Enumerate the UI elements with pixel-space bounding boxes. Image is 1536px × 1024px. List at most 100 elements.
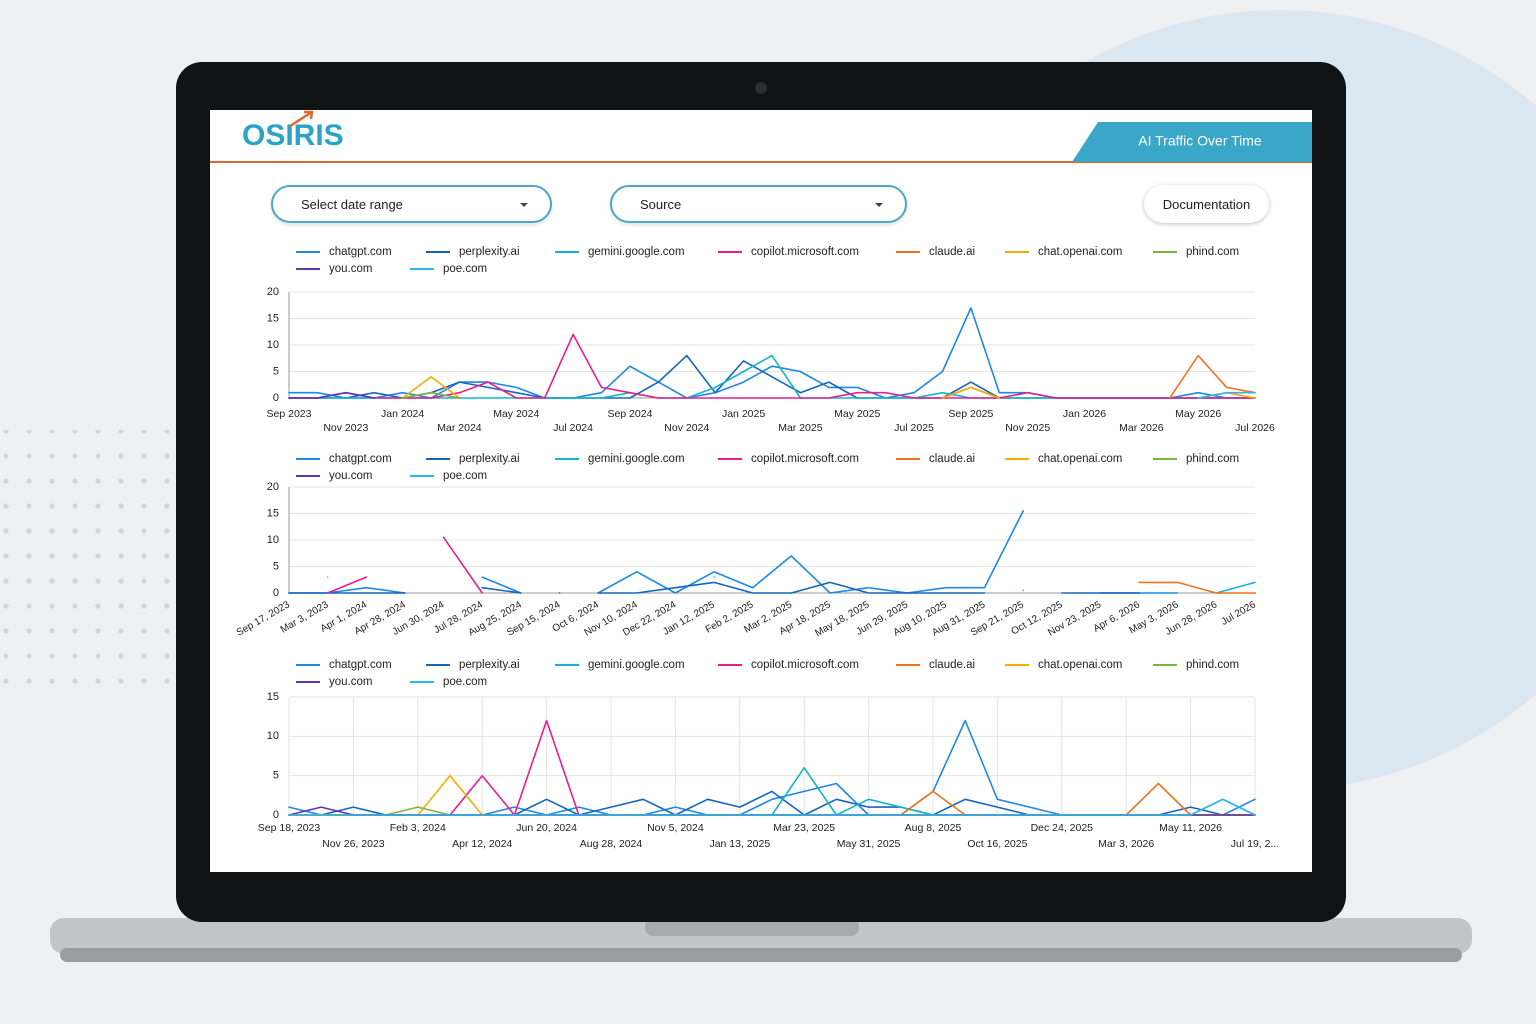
series-line [288,798,1256,816]
legend-label: perplexity.ai [459,659,520,671]
series-line [288,391,375,399]
legend-label: perplexity.ai [459,246,520,258]
y-tick-label: 0 [273,392,279,404]
series-line [1197,391,1256,399]
x-tick-label: Mar 23, 2025 [773,822,835,834]
legend-label: gemini.google.com [588,453,685,465]
x-tick-label: Jul 2026 [1235,422,1275,434]
x-tick-label: Jul 2025 [894,422,934,434]
page-title: AI Traffic Over Time [1138,133,1262,149]
x-tick-label: Mar 2024 [437,422,482,434]
series-line [288,333,1256,399]
x-tick-label: Nov 2023 [323,422,368,434]
x-tick-label: Nov 5, 2024 [647,822,704,834]
legend-label: copilot.microsoft.com [751,659,859,671]
y-tick-label: 15 [267,507,279,519]
title-banner [1072,122,1312,162]
x-tick-label: May 2024 [493,408,539,420]
series-line [326,536,909,594]
laptop-notch [645,918,859,936]
legend-label: claude.ai [929,659,975,671]
x-tick-label: May 2026 [1175,408,1221,420]
legend-label: phind.com [1186,659,1239,671]
legend-label: perplexity.ai [459,453,520,465]
series-line [401,391,461,399]
legend-label: chatgpt.com [329,453,392,465]
y-tick-label: 5 [273,560,279,572]
legend-label: gemini.google.com [588,246,685,258]
legend-label: copilot.microsoft.com [751,246,859,258]
x-tick-label: Jul 2024 [553,422,593,434]
source-label: Source [640,196,682,212]
x-tick-label: Apr 12, 2024 [452,838,512,850]
legend-label: chat.openai.com [1038,453,1122,465]
y-tick-label: 20 [267,481,279,493]
series-line [1022,581,1256,594]
legend-label: you.com [329,263,372,275]
legend-label: chatgpt.com [329,659,392,671]
x-tick-label: Jan 2026 [1063,408,1106,420]
legend-label: poe.com [443,263,487,275]
x-tick-label: Aug 8, 2025 [905,822,962,834]
legend-label: you.com [329,470,372,482]
legend-label: gemini.google.com [588,659,685,671]
legend-label: claude.ai [929,453,975,465]
series-line [288,510,1179,594]
legend-label: chat.openai.com [1038,246,1122,258]
x-tick-label: Nov 26, 2023 [322,838,385,850]
y-tick-label: 10 [267,534,279,546]
x-tick-label: Sep 2023 [267,408,312,420]
x-tick-label: Nov 2025 [1005,422,1050,434]
y-tick-label: 5 [273,365,279,377]
y-tick-label: 15 [267,691,279,703]
y-tick-label: 10 [267,730,279,742]
x-tick-label: Jan 13, 2025 [709,838,770,850]
x-tick-label: Jun 20, 2024 [516,822,577,834]
legend-label: chat.openai.com [1038,659,1122,671]
x-tick-label: Oct 16, 2025 [967,838,1027,850]
legend-label: poe.com [443,676,487,688]
x-tick-label: Jan 2024 [381,408,424,420]
date-range-select[interactable]: Select date range [271,185,552,223]
y-tick-label: 5 [273,770,279,782]
date-range-label: Select date range [301,196,403,212]
x-tick-label: Mar 2026 [1119,422,1164,434]
camera [755,82,767,94]
y-tick-label: 15 [267,312,279,324]
legend-label: poe.com [443,470,487,482]
y-tick-label: 0 [273,587,279,599]
x-tick-label: Aug 28, 2024 [580,838,643,850]
x-tick-label: Mar 2025 [778,422,823,434]
x-tick-label: Sep 18, 2023 [258,822,321,834]
x-tick-label: Mar 3, 2026 [1098,838,1154,850]
logo-arrow [289,110,314,128]
legend-label: claude.ai [929,246,975,258]
x-tick-label: Sep 2024 [607,408,652,420]
y-tick-label: 0 [273,809,279,821]
legend-label: phind.com [1186,246,1239,258]
x-tick-label: May 2025 [834,408,880,420]
legend-label: phind.com [1186,453,1239,465]
series-line [288,581,1256,594]
laptop-base-edge [60,948,1462,962]
documentation-button[interactable]: Documentation [1144,185,1269,223]
x-tick-label: Jul 19, 2... [1231,838,1279,850]
bg-dots [0,430,180,700]
x-tick-label: May 31, 2025 [837,838,901,850]
x-tick-label: Sep 2025 [948,408,993,420]
legend-label: you.com [329,676,372,688]
y-tick-label: 10 [267,339,279,351]
screen [210,110,1312,872]
x-tick-label: May 11, 2026 [1159,822,1222,834]
x-tick-label: Feb 3, 2024 [390,822,446,834]
x-tick-label: Dec 24, 2025 [1031,822,1094,834]
y-tick-label: 20 [267,286,279,298]
x-tick-label: Nov 2024 [664,422,709,434]
documentation-label: Documentation [1162,196,1251,212]
legend-label: copilot.microsoft.com [751,453,859,465]
source-select[interactable]: Source [610,185,907,223]
legend-label: chatgpt.com [329,246,392,258]
